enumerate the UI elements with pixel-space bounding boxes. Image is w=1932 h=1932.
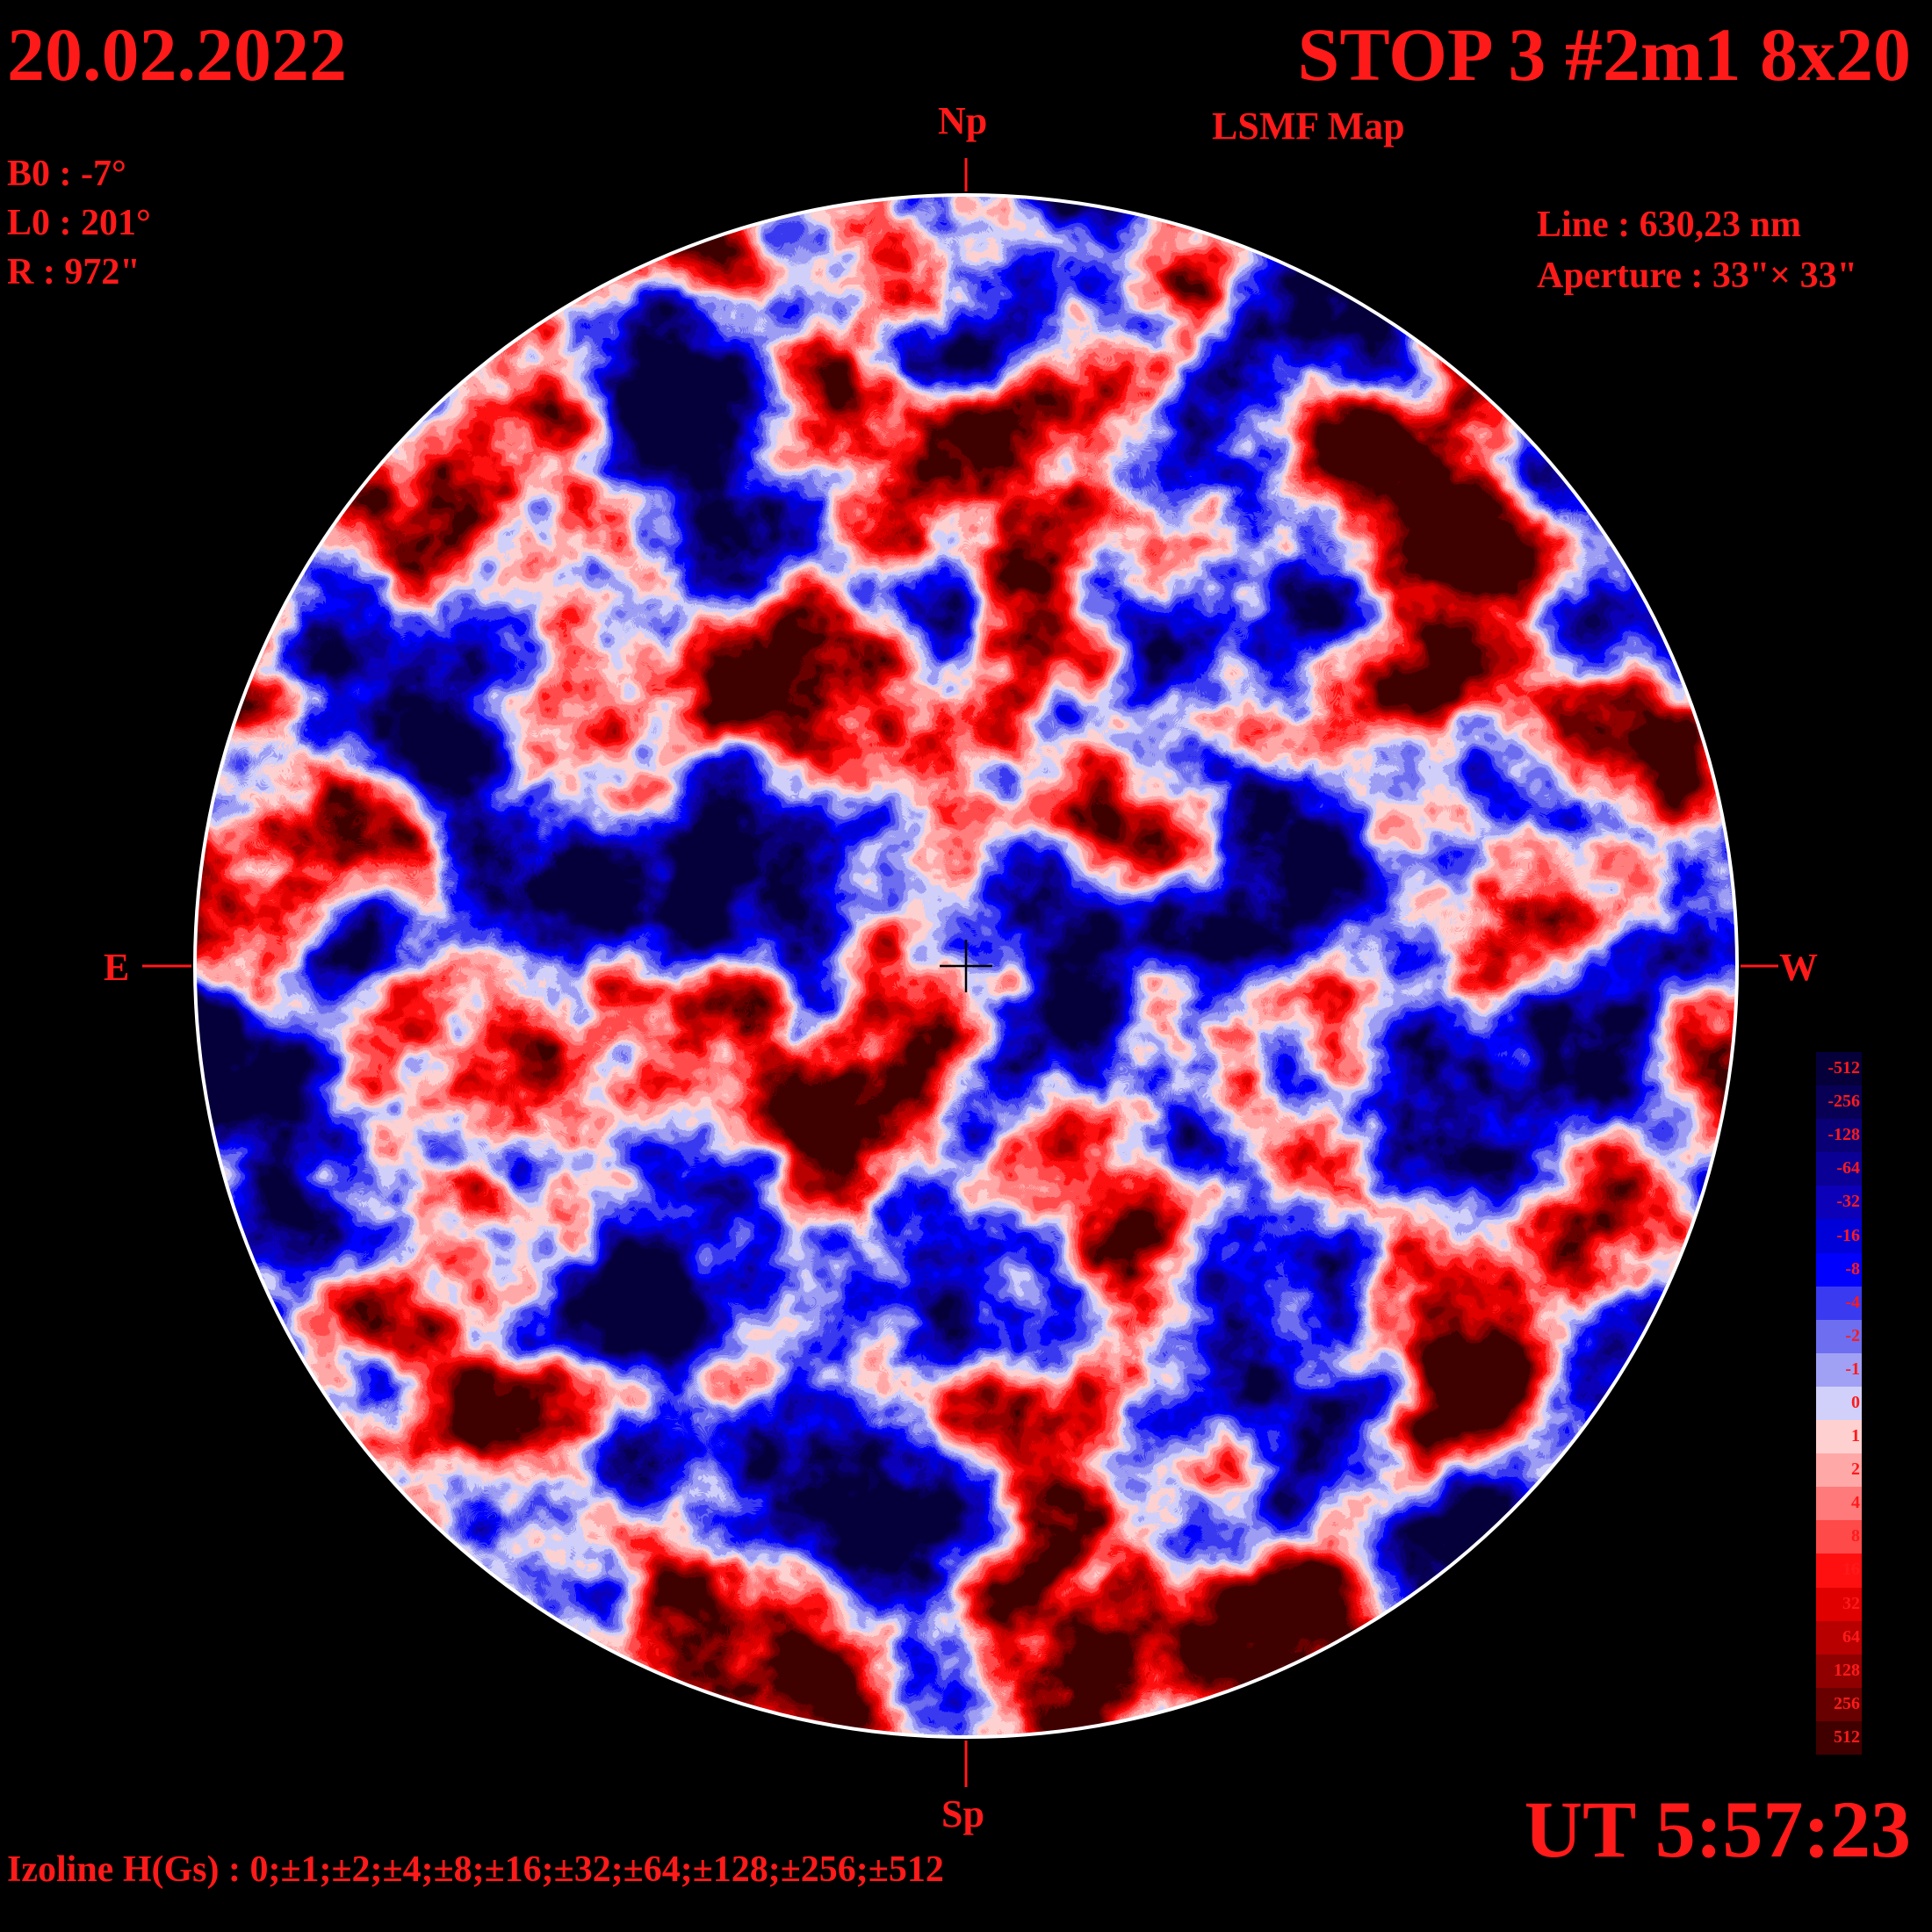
scale-label: 4: [1851, 1493, 1860, 1513]
scale-segment: [1816, 1654, 1862, 1689]
scale-segment: [1816, 1152, 1862, 1186]
scale-label: -4: [1845, 1292, 1860, 1312]
ut-time: UT 5:57:23: [1524, 1784, 1911, 1874]
scale-label: -8: [1845, 1258, 1860, 1279]
scale-segment: [1816, 1186, 1862, 1220]
line-info: Line : 630,23 nm: [1537, 205, 1802, 245]
map-subtitle: LSMF Map: [1212, 105, 1405, 148]
scale-label: -256: [1827, 1092, 1860, 1112]
scale-label: 256: [1834, 1693, 1860, 1713]
scale-label: 1: [1851, 1426, 1860, 1446]
scale-segment: [1816, 1420, 1862, 1454]
scale-label: -512: [1827, 1058, 1860, 1078]
scale-segment: [1816, 1319, 1862, 1354]
scale-label: 32: [1842, 1593, 1860, 1613]
scale-label: 2: [1851, 1460, 1860, 1480]
center-crosshair: [940, 940, 992, 992]
south-label: Sp: [941, 1792, 984, 1835]
scale-segment: [1816, 1085, 1862, 1120]
map-title: STOP 3 #2m1 8x20: [1297, 12, 1911, 97]
scale-label: -1: [1845, 1359, 1860, 1379]
scale-label: -128: [1827, 1125, 1860, 1145]
scale-label: 512: [1834, 1727, 1860, 1747]
scale-label: 0: [1851, 1393, 1860, 1412]
scale-segment: [1816, 1252, 1862, 1287]
scale-segment: [1816, 1286, 1862, 1321]
radius-param: R : 972": [7, 252, 141, 292]
scale-label: 8: [1851, 1526, 1860, 1546]
scale-label: -32: [1836, 1192, 1860, 1212]
b0-param: B0 : -7°: [7, 154, 126, 194]
scale-segment: [1816, 1386, 1862, 1421]
scale-label: -64: [1836, 1158, 1860, 1179]
west-label: W: [1779, 946, 1818, 989]
scale-label: 128: [1834, 1660, 1860, 1680]
l0-param: L0 : 201°: [7, 203, 151, 243]
scale-segment: [1816, 1520, 1862, 1554]
scale-segment: [1816, 1554, 1862, 1589]
scale-label: -16: [1836, 1225, 1860, 1245]
scale-segment: [1816, 1453, 1862, 1488]
scale-segment: [1816, 1720, 1862, 1755]
east-label: E: [104, 946, 130, 989]
scale-segment: [1816, 1052, 1862, 1086]
scale-segment: [1816, 1119, 1862, 1153]
aperture-info: Aperture : 33"× 33": [1537, 256, 1857, 296]
scale-segment: [1816, 1487, 1862, 1521]
izoline-legend: Izoline H(Gs) : 0;±1;±2;±4;±8;±16;±32;±6…: [7, 1849, 944, 1890]
scale-segment: [1816, 1352, 1862, 1388]
scale-label: 64: [1842, 1626, 1860, 1647]
scale-segment: [1816, 1687, 1862, 1722]
scale-segment: [1816, 1620, 1862, 1655]
scale-segment: [1816, 1587, 1862, 1622]
scale-segment: [1816, 1219, 1862, 1254]
observation-date: 20.02.2022: [7, 12, 347, 97]
north-label: Np: [938, 99, 988, 142]
scale-label: 16: [1842, 1560, 1860, 1580]
scale-label: -2: [1845, 1325, 1860, 1345]
color-scale-bar: [1816, 1052, 1862, 1755]
